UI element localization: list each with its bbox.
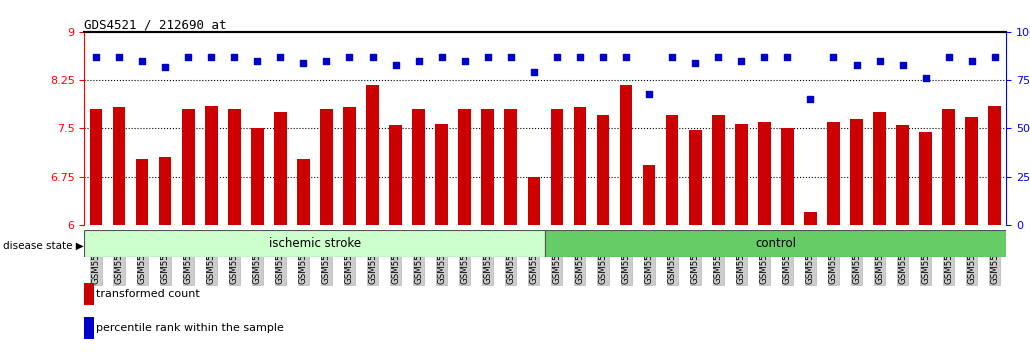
Text: percentile rank within the sample: percentile rank within the sample <box>97 323 284 333</box>
Point <box>825 54 842 60</box>
Bar <box>320 109 333 225</box>
Bar <box>735 124 748 225</box>
Point <box>365 54 381 60</box>
Point <box>480 54 496 60</box>
Point <box>341 54 357 60</box>
Bar <box>920 132 932 225</box>
Bar <box>251 129 264 225</box>
Bar <box>436 124 448 225</box>
Bar <box>758 122 770 225</box>
Bar <box>367 85 379 225</box>
Point <box>802 97 819 102</box>
FancyBboxPatch shape <box>84 230 546 257</box>
Point <box>572 54 588 60</box>
Point <box>134 58 150 64</box>
Point <box>387 62 404 68</box>
Point <box>503 54 519 60</box>
Point <box>111 54 128 60</box>
FancyBboxPatch shape <box>546 230 1006 257</box>
Bar <box>228 109 241 225</box>
Point <box>594 54 611 60</box>
Bar <box>643 165 655 225</box>
Point <box>987 54 1003 60</box>
Point <box>756 54 772 60</box>
Point <box>963 58 980 64</box>
Point <box>88 54 104 60</box>
Point <box>687 60 703 65</box>
Point <box>894 62 911 68</box>
Bar <box>205 106 217 225</box>
Bar <box>620 85 632 225</box>
Point <box>918 75 934 81</box>
Bar <box>712 115 724 225</box>
Point <box>733 58 750 64</box>
Bar <box>297 159 310 225</box>
Bar <box>896 125 908 225</box>
Text: transformed count: transformed count <box>97 289 200 299</box>
Bar <box>527 177 540 225</box>
Bar <box>551 109 563 225</box>
Bar <box>84 317 94 339</box>
Bar <box>90 109 102 225</box>
Bar <box>850 119 863 225</box>
Text: GDS4521 / 212690_at: GDS4521 / 212690_at <box>84 18 227 31</box>
Bar <box>389 125 402 225</box>
Point <box>434 54 450 60</box>
Bar <box>412 109 425 225</box>
Bar <box>112 107 126 225</box>
Bar <box>965 117 978 225</box>
Point <box>849 62 865 68</box>
Point <box>249 58 266 64</box>
Point <box>410 58 426 64</box>
Point <box>871 58 888 64</box>
Bar <box>159 157 171 225</box>
Point <box>296 60 312 65</box>
Point <box>664 54 681 60</box>
Bar <box>873 112 886 225</box>
Bar <box>458 109 471 225</box>
Text: ischemic stroke: ischemic stroke <box>269 237 360 250</box>
Bar <box>827 122 839 225</box>
Bar <box>505 109 517 225</box>
Point <box>618 54 634 60</box>
Bar <box>84 284 94 305</box>
Bar <box>989 106 1001 225</box>
Text: disease state ▶: disease state ▶ <box>3 241 83 251</box>
Bar <box>665 115 679 225</box>
Point <box>203 54 219 60</box>
Bar <box>274 112 286 225</box>
Point <box>940 54 957 60</box>
Point <box>318 58 335 64</box>
Point <box>180 54 197 60</box>
Bar <box>182 109 195 225</box>
Point <box>456 58 473 64</box>
Point <box>710 54 726 60</box>
Bar <box>343 107 355 225</box>
Bar <box>804 212 817 225</box>
Point <box>226 54 242 60</box>
Bar <box>689 130 701 225</box>
Bar <box>596 115 610 225</box>
Point <box>549 54 565 60</box>
Bar <box>574 107 586 225</box>
Bar <box>481 109 494 225</box>
Point <box>525 69 542 75</box>
Text: control: control <box>755 237 796 250</box>
Point <box>272 54 288 60</box>
Bar <box>136 159 148 225</box>
Point <box>779 54 795 60</box>
Point <box>641 91 657 96</box>
Bar <box>781 129 794 225</box>
Bar <box>942 109 955 225</box>
Point <box>157 64 173 69</box>
